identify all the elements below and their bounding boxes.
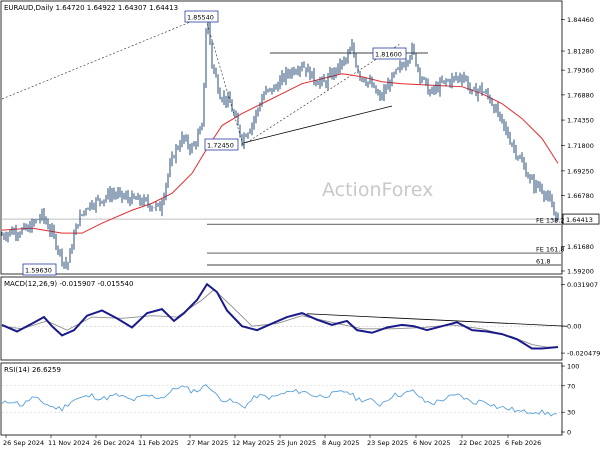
price-annotation-box <box>22 263 57 276</box>
support-trendline <box>242 105 393 144</box>
price-tick-label: 1.79360 <box>567 67 594 75</box>
price-tick-label: 1.84460 <box>567 16 594 24</box>
rsi-tick-label: 30 <box>567 409 575 417</box>
rsi-tick-label: 0 <box>567 429 571 437</box>
fib-level-label: FE 138.2 <box>536 217 565 225</box>
x-tick-label: 12 May 2025 <box>232 439 274 447</box>
price-panel-frame <box>0 0 563 275</box>
x-tick-label: 22 Dec 2025 <box>459 439 501 447</box>
price-lines: FE 138.2 FE 161.8 61.8 1.85540 1.81600 1.7245… <box>1 10 565 276</box>
dotted-retrace-line <box>204 15 244 146</box>
price-annotation-box <box>184 10 219 23</box>
price-tick-label: 1.74350 <box>567 117 594 125</box>
price-tick-label: 1.61680 <box>567 243 594 251</box>
rsi-tick-label: 70 <box>567 382 575 390</box>
price-annotation-label: 1.72450 <box>207 142 234 150</box>
macd-title: MACD(12,26,9) -0.015907 -0.015540 <box>4 280 133 288</box>
macd-line <box>1 282 559 350</box>
price-annotation-label: 1.59630 <box>25 267 52 275</box>
x-tick-label: 23 Sep 2025 <box>367 439 408 447</box>
current-price-label: 1.64413 <box>566 216 593 224</box>
x-tick-label: 11 Nov 2024 <box>48 439 90 447</box>
x-axis: 26 Sep 2024 11 Nov 2024 26 Dec 2024 11 Feb … <box>3 435 541 447</box>
price-annotation-label: 1.81600 <box>375 51 402 59</box>
price-tick-label: 1.81280 <box>567 48 594 56</box>
macd-panel-frame <box>0 276 563 361</box>
price-title: EURAUD,Daily 1.64720 1.64922 1.64307 1.6… <box>4 4 178 12</box>
fib-level-label: 61.8 <box>536 258 550 266</box>
rsi-panel: 100 70 30 0 <box>1 363 579 437</box>
dotted-channel-line <box>242 43 401 146</box>
x-tick-label: 8 Aug 2025 <box>322 439 360 447</box>
x-tick-label: 6 Nov 2025 <box>413 439 451 447</box>
x-tick-label: 26 Sep 2024 <box>3 439 44 447</box>
x-tick-label: 26 Dec 2024 <box>93 439 135 447</box>
price-axis: 1.84460 1.81280 1.79360 1.76880 1.74350 1.718… <box>2 16 600 276</box>
macd-tick-label: 0.031907 <box>567 281 598 289</box>
price-tick-label: 1.66780 <box>567 192 594 200</box>
price-tick-label: 1.76880 <box>567 91 594 99</box>
macd-signal-line <box>1 288 559 348</box>
rsi-tick-label: 100 <box>567 363 579 371</box>
price-annotation-box <box>372 47 407 60</box>
rsi-line <box>1 384 558 417</box>
price-bars <box>1 15 559 271</box>
x-tick-label: 6 Feb 2026 <box>505 439 541 447</box>
price-tick-label: 1.59200 <box>567 268 594 276</box>
x-tick-label: 25 Jun 2025 <box>277 439 316 447</box>
current-price-box <box>562 213 600 225</box>
watermark: ActionForex <box>322 179 433 201</box>
macd-tick-label: -0.020479 <box>567 350 600 358</box>
price-tick-label: 1.69250 <box>567 167 594 175</box>
price-annotation-label: 1.85540 <box>187 14 214 22</box>
macd-tick-label: 0.00 <box>567 323 581 331</box>
macd-panel: 0.031907 0.00 -0.020479 <box>1 281 600 358</box>
dotted-trendline-left <box>1 15 206 100</box>
price-annotation-box <box>204 138 239 151</box>
rsi-panel-frame <box>0 362 563 436</box>
fib-level-label: FE 161.8 <box>536 246 565 254</box>
rsi-title: RSI(14) 26.6259 <box>4 366 61 374</box>
x-tick-label: 11 Feb 2025 <box>138 439 178 447</box>
macd-trendline <box>306 313 568 327</box>
price-tick-label: 1.71800 <box>567 142 594 150</box>
x-tick-label: 27 Mar 2025 <box>187 439 228 447</box>
